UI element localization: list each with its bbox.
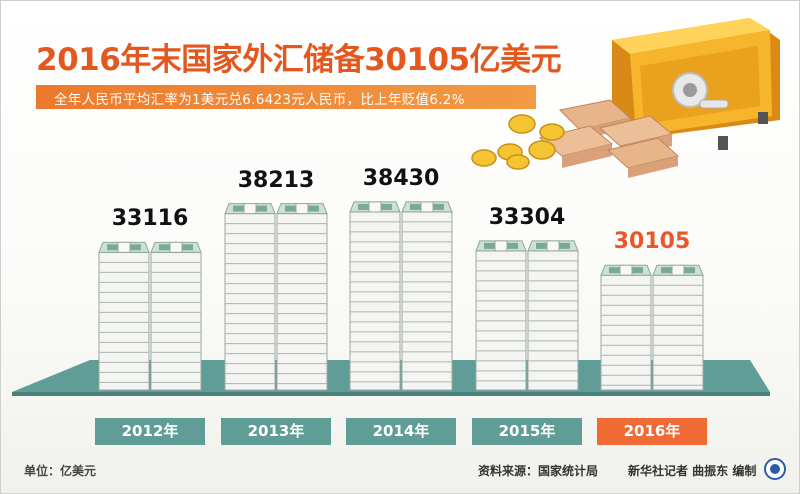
bar-2012年 bbox=[98, 241, 202, 391]
chart-title: 2016年末国家外汇储备30105亿美元 bbox=[36, 42, 562, 78]
gold-coin-icon bbox=[471, 114, 565, 170]
xinhua-logo-icon bbox=[764, 458, 786, 480]
year-label-2016年: 2016年 bbox=[597, 418, 707, 445]
year-label-2015年: 2015年 bbox=[472, 418, 582, 445]
year-label-2012年: 2012年 bbox=[95, 418, 205, 445]
year-label-2013年: 2013年 bbox=[221, 418, 331, 445]
value-label-2012年: 33116 bbox=[111, 206, 189, 232]
year-label-2014年: 2014年 bbox=[346, 418, 456, 445]
bar-2013年 bbox=[224, 203, 328, 391]
unit-label: 单位：亿美元 bbox=[24, 464, 97, 478]
chart-subtitle: 全年人民币平均汇率为1美元兑6.6423元人民币，比上年贬值6.2% bbox=[54, 92, 465, 108]
subtitle-band bbox=[36, 85, 536, 109]
value-label-2014年: 38430 bbox=[362, 165, 440, 191]
bar-2014年 bbox=[349, 201, 453, 391]
platform-shadow bbox=[12, 392, 770, 396]
value-label-2013年: 38213 bbox=[237, 167, 315, 193]
bar-2016年 bbox=[600, 264, 704, 391]
credit-label: 新华社记者 曲振东 编制 bbox=[628, 464, 757, 478]
source-label: 资料来源：国家统计局 bbox=[478, 464, 599, 478]
safe-icon bbox=[612, 18, 780, 150]
value-label-2015年: 33304 bbox=[488, 204, 566, 230]
value-label-2016年: 30105 bbox=[613, 229, 691, 255]
bar-2015年 bbox=[475, 240, 579, 391]
cash-bundle-icon bbox=[538, 99, 680, 178]
